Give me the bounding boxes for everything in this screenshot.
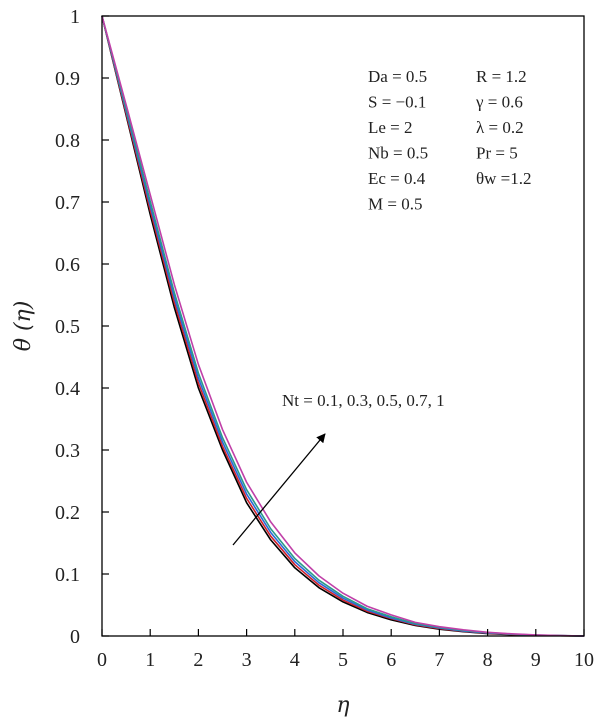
param-label: R = 1.2 bbox=[476, 67, 527, 86]
param-label: Ec = 0.4 bbox=[368, 169, 426, 188]
y-tick-label: 0.2 bbox=[55, 502, 80, 524]
y-tick-label: 1 bbox=[70, 6, 80, 28]
y-tick-label: 0.3 bbox=[55, 440, 80, 462]
param-label: S = −0.1 bbox=[368, 93, 426, 112]
param-label: Da = 0.5 bbox=[368, 67, 427, 86]
x-tick-label: 3 bbox=[242, 649, 252, 671]
x-tick-label: 10 bbox=[574, 649, 594, 671]
x-tick-label: 0 bbox=[97, 649, 107, 671]
x-tick-label: 5 bbox=[338, 649, 348, 671]
annotation-label: Nt = 0.1, 0.3, 0.5, 0.7, 1 bbox=[282, 391, 445, 410]
y-axis-label: θ (η) bbox=[11, 301, 36, 352]
x-tick-label: 2 bbox=[193, 649, 203, 671]
y-tick-label: 0.4 bbox=[55, 378, 80, 400]
x-tick-label: 7 bbox=[434, 649, 444, 671]
y-tick-label: 0.9 bbox=[55, 68, 80, 90]
x-tick-label: 1 bbox=[145, 649, 155, 671]
annotation-arrow bbox=[232, 433, 326, 546]
param-label: M = 0.5 bbox=[368, 195, 422, 214]
series-line-5 bbox=[101, 15, 585, 637]
y-tick-label: 0.6 bbox=[55, 254, 80, 276]
param-label: θw =1.2 bbox=[476, 169, 532, 188]
x-axis-label: η bbox=[336, 693, 349, 718]
param-label: Nb = 0.5 bbox=[368, 144, 428, 163]
y-tick-label: 0.5 bbox=[55, 316, 80, 338]
y-tick-label: 0 bbox=[70, 626, 80, 648]
param-label: λ = 0.2 bbox=[476, 118, 524, 137]
param-label: Le = 2 bbox=[368, 118, 413, 137]
x-tick-label: 8 bbox=[483, 649, 493, 671]
param-label: Pr = 5 bbox=[476, 144, 518, 163]
y-tick-label: 0.1 bbox=[55, 564, 80, 586]
x-tick-label: 4 bbox=[290, 649, 300, 671]
x-tick-label: 9 bbox=[531, 649, 541, 671]
y-tick-label: 0.7 bbox=[55, 192, 80, 214]
x-tick-label: 6 bbox=[386, 649, 396, 671]
y-tick-label: 0.8 bbox=[55, 130, 80, 152]
param-label: γ = 0.6 bbox=[475, 93, 523, 112]
